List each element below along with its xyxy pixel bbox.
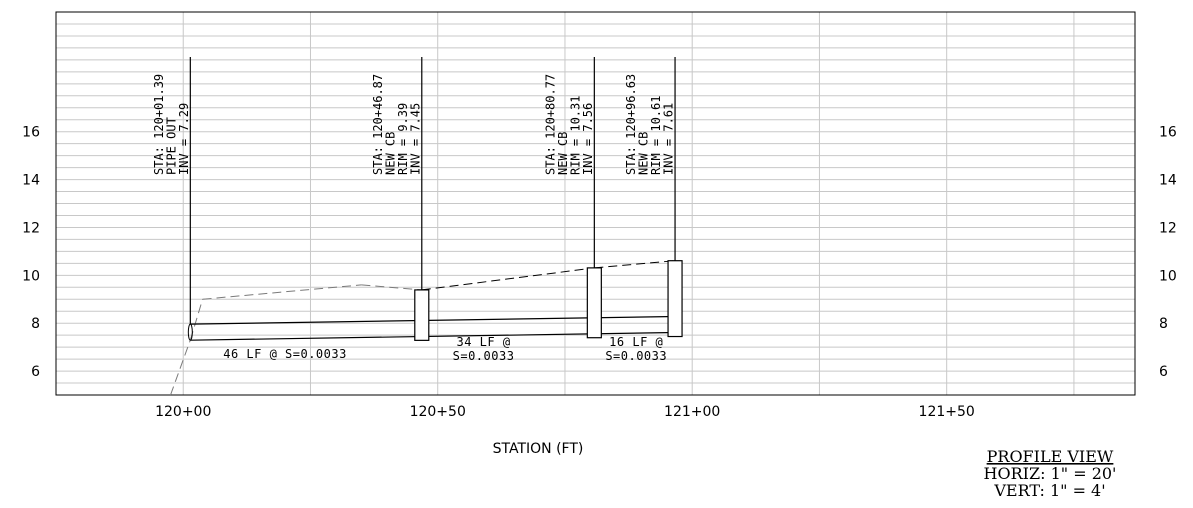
structure-label: RIM = 9.39 [396, 103, 410, 175]
vertical-scale: VERT: 1" = 4' [993, 481, 1105, 500]
y-tick-label-left: 14 [22, 173, 40, 189]
horizontal-scale: HORIZ: 1" = 20' [984, 464, 1117, 483]
ground-segment [421, 267, 595, 291]
structure-label: NEW CB [637, 132, 651, 175]
y-tick-label-right: 12 [1159, 220, 1177, 236]
structure-label: NEW CB [383, 132, 397, 175]
structure-label: INV = 7.61 [662, 103, 676, 175]
scale-title-block: PROFILE VIEW HORIZ: 1" = 20' VERT: 1" = … [984, 447, 1117, 500]
plot-frame [55, 11, 1136, 396]
structure-label: INV = 7.29 [177, 103, 191, 175]
structure-label: STA: 120+46.87 [371, 74, 385, 175]
x-tick-label: 121+00 [664, 404, 720, 420]
structure-label: STA: 120+01.39 [152, 74, 166, 175]
x-tick-label: 120+50 [410, 404, 466, 420]
y-tick-label-left: 12 [22, 220, 40, 236]
pipe-segment-label: S=0.0033 [453, 349, 515, 363]
y-tick-label-right: 10 [1159, 268, 1177, 284]
catch-basin-box [667, 260, 683, 338]
structure-label: RIM = 10.31 [568, 96, 582, 175]
structure-label: INV = 7.56 [581, 103, 595, 175]
pipe-invert-line [190, 331, 676, 341]
ground-segment [202, 284, 362, 300]
structure-label: STA: 120+80.77 [543, 74, 557, 175]
x-axis-title: STATION (FT) [493, 441, 584, 457]
structure-label: STA: 120+96.63 [624, 74, 638, 175]
x-tick-label: 120+00 [155, 404, 211, 420]
pipe-outlet-end [187, 323, 193, 341]
pipe-segment-label: 34 LF @ [456, 335, 510, 349]
y-tick-label-right: 6 [1159, 364, 1168, 380]
y-tick-label-left: 10 [22, 268, 40, 284]
profile-view-title: PROFILE VIEW [987, 447, 1114, 466]
y-tick-label-left: 16 [22, 125, 40, 141]
x-tick-label: 121+50 [919, 404, 975, 420]
y-tick-label-right: 16 [1159, 125, 1177, 141]
pipe-segment-label: S=0.0033 [605, 349, 667, 363]
x-axis-labels: 120+00 120+50 121+00 121+50 [155, 404, 975, 420]
catch-basin-box [586, 267, 602, 339]
y-tick-label-right: 8 [1159, 316, 1168, 332]
y-tick-label-left: 8 [31, 316, 40, 332]
y-tick-label-right: 14 [1159, 173, 1177, 189]
pipe-segment-label: 46 LF @ S=0.0033 [223, 347, 347, 361]
y-tick-label-left: 6 [31, 364, 40, 380]
pipe-segment-label: 16 LF @ [609, 335, 663, 349]
y-axis-labels: 6 6 8 8 10 10 12 12 14 14 16 16 [22, 125, 1177, 380]
structure-label: NEW CB [556, 132, 570, 175]
ground-segment [594, 260, 676, 269]
structure-label: PIPE OUT [164, 117, 178, 175]
structure-label: RIM = 10.61 [649, 96, 663, 175]
plot-border [55, 11, 1136, 396]
structure-label: INV = 7.45 [408, 103, 422, 175]
ground-segment [170, 339, 191, 396]
ground-segment [361, 284, 422, 291]
catch-basin-box [414, 289, 430, 341]
